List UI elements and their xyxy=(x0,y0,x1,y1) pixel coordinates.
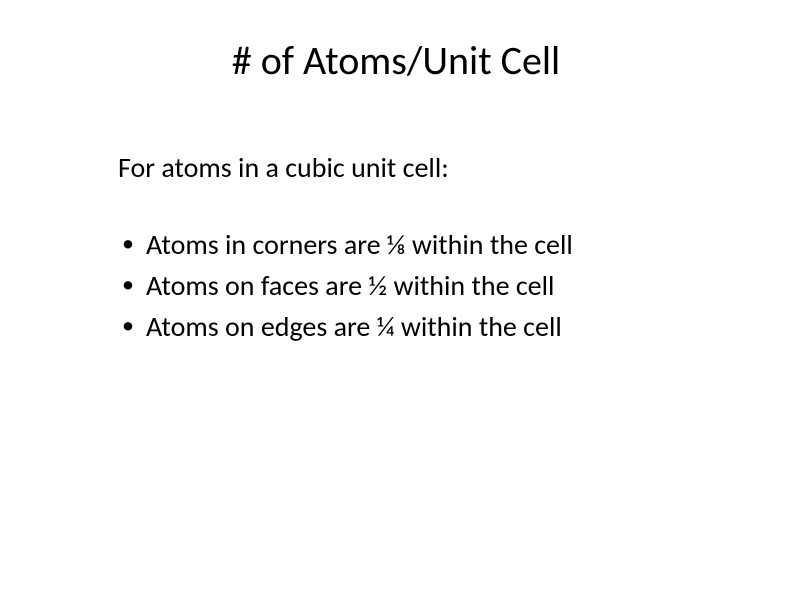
slide-title: # of Atoms/Unit Cell xyxy=(0,36,792,85)
list-item: Atoms in corners are ⅛ within the cell xyxy=(118,227,678,262)
list-item: Atoms on edges are ¼ within the cell xyxy=(118,309,678,344)
slide: # of Atoms/Unit Cell For atoms in a cubi… xyxy=(0,0,792,612)
list-item: Atoms on faces are ½ within the cell xyxy=(118,268,678,303)
slide-body: For atoms in a cubic unit cell: Atoms in… xyxy=(118,150,678,350)
intro-text: For atoms in a cubic unit cell: xyxy=(118,150,678,185)
bullet-list: Atoms in corners are ⅛ within the cell A… xyxy=(118,227,678,344)
